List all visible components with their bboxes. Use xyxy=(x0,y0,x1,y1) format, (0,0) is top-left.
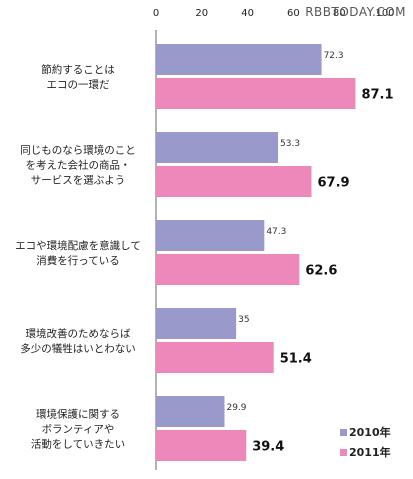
bar-2011-3 xyxy=(156,342,274,373)
value-label-2010-0: 72.3 xyxy=(324,51,344,61)
x-tick-label-3: 60 xyxy=(287,8,300,19)
category-label-2: エコや環境配慮を意識して消費を行っている xyxy=(15,239,141,267)
bar-2011-4 xyxy=(156,430,247,461)
value-label-2011-3: 51.4 xyxy=(280,352,312,367)
x-axis-ticks: 0 20 40 60 80 100 xyxy=(153,8,395,19)
value-label-2011-4: 39.4 xyxy=(252,440,284,455)
bar-2010-2 xyxy=(156,220,265,251)
legend-swatch-1 xyxy=(340,449,347,456)
bar-2011-1 xyxy=(156,166,312,197)
category-label-0: 節約することはエコの一環だ xyxy=(41,63,115,91)
category-label-1: 同じものなら環境のことを考えた会社の商品・サービスを選ぶよう xyxy=(20,144,136,187)
bar-2010-3 xyxy=(156,308,237,339)
value-label-2010-2: 47.3 xyxy=(266,227,286,237)
x-tick-label-1: 20 xyxy=(195,8,208,19)
bar-2010-1 xyxy=(156,132,279,163)
x-tick-label-4: 80 xyxy=(333,8,346,19)
watermark: RBBTODAY.COM xyxy=(305,5,406,19)
legend-label-1: 2011年 xyxy=(349,445,391,459)
value-label-2010-4: 29.9 xyxy=(226,403,246,413)
value-label-2011-2: 62.6 xyxy=(305,264,337,279)
category-label-3: 環境改善のためならば多少の犠牲はいとわない xyxy=(20,327,136,355)
value-label-2011-0: 87.1 xyxy=(361,88,393,103)
legend: 2010年 2011年 xyxy=(340,425,391,459)
bar-2010-0 xyxy=(156,44,322,75)
category-labels: 節約することはエコの一環だ同じものなら環境のことを考えた会社の商品・サービスを選… xyxy=(15,63,141,451)
bar-2011-2 xyxy=(156,254,300,285)
x-tick-label-5: 100 xyxy=(375,8,394,19)
category-label-4: 環境保護に関するボランティアや活動をしていきたい xyxy=(31,408,125,451)
bar-2011-0 xyxy=(156,78,356,109)
x-tick-label-2: 40 xyxy=(241,8,254,19)
value-label-2011-1: 67.9 xyxy=(317,176,349,191)
value-label-2010-1: 53.3 xyxy=(280,139,300,149)
value-label-2010-3: 35 xyxy=(238,315,249,325)
legend-label-0: 2010年 xyxy=(349,425,391,439)
bar-2010-4 xyxy=(156,396,225,427)
legend-swatch-0 xyxy=(340,429,347,436)
x-tick-label-0: 0 xyxy=(153,8,159,19)
bars: 72.3 87.1 53.3 67.9 47.3 62.6 35 51.4 29.9 39.4 xyxy=(156,44,394,461)
